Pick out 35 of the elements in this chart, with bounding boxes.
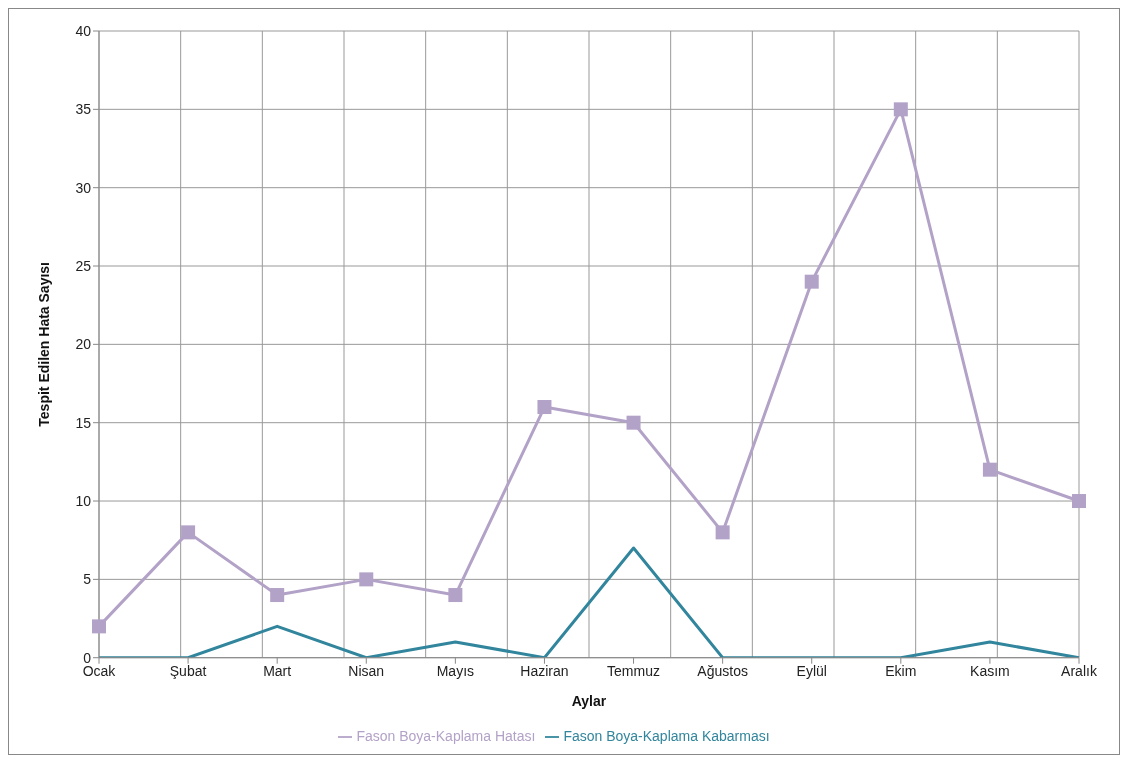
- point: [1072, 494, 1086, 509]
- point: [270, 588, 285, 603]
- point: [448, 588, 463, 603]
- x-tick-label: Haziran: [520, 662, 569, 679]
- x-axis-title: Aylar: [571, 692, 607, 709]
- y-tick-label: 30: [75, 179, 92, 196]
- legend-label: Fason Boya-Kaplama Hatası: [356, 727, 536, 744]
- y-tick-label: 15: [75, 414, 92, 431]
- y-tick-label: 5: [83, 571, 92, 588]
- x-tick-label: Şubat: [169, 662, 207, 679]
- x-tick-label: Mayıs: [436, 662, 475, 679]
- y-tick-label: 25: [75, 257, 92, 274]
- point: [359, 572, 374, 587]
- x-tick-label: Eylül: [796, 662, 827, 679]
- point: [982, 462, 997, 477]
- point: [893, 102, 908, 117]
- y-tick-label: 35: [75, 101, 92, 118]
- point: [181, 525, 196, 540]
- x-tick-label: Ekim: [885, 662, 917, 679]
- y-tick-label: 40: [75, 22, 92, 39]
- legend-label: Fason Boya-Kaplama Kabarması: [563, 727, 770, 744]
- x-tick-label: Mart: [263, 662, 292, 679]
- x-tick-label: Ağustos: [697, 662, 748, 679]
- x-tick-label: Temmuz: [607, 662, 660, 679]
- point: [92, 619, 106, 634]
- point: [537, 400, 552, 415]
- y-tick-label: 20: [75, 336, 92, 353]
- point: [626, 415, 641, 430]
- y-axis-title: Tespit Edilen Hata Sayısı: [35, 262, 52, 427]
- x-tick-label: Aralık: [1061, 662, 1098, 679]
- y-tick-label: 10: [75, 493, 92, 509]
- x-tick-label: Nisan: [348, 662, 385, 679]
- point: [715, 525, 730, 540]
- point: [804, 274, 819, 289]
- x-tick-label: Kasım: [970, 662, 1010, 679]
